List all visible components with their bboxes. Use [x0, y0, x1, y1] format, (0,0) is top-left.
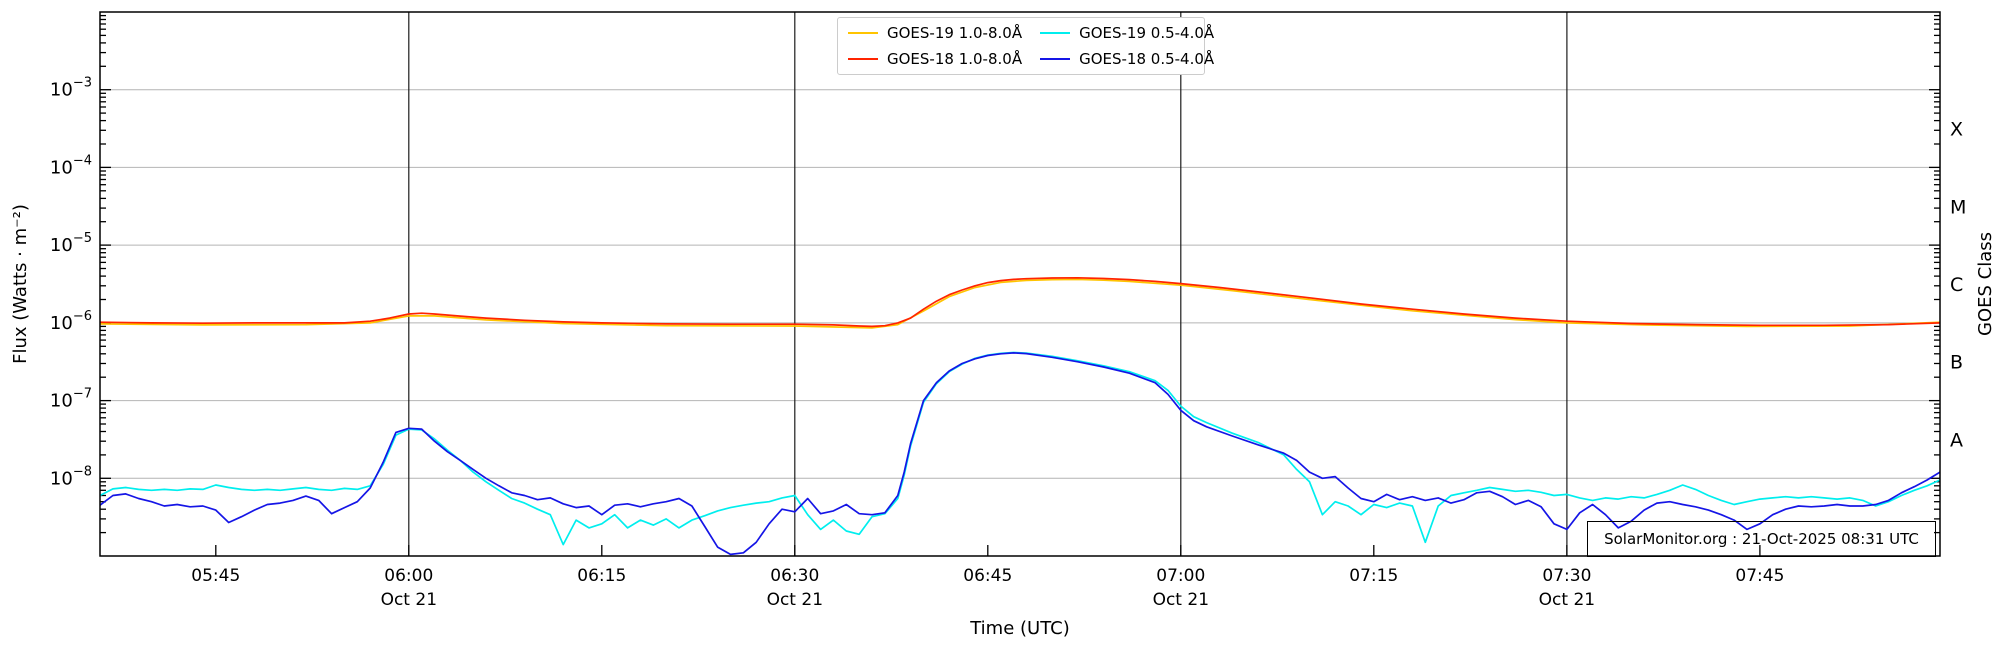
legend-label: GOES-18 1.0-8.0Å — [887, 50, 1023, 68]
svg-text:05:45: 05:45 — [191, 566, 240, 586]
legend-item: GOES-18 0.5-4.0Å — [1040, 50, 1214, 68]
y-axis-title: Flux (Watts · m⁻²) — [10, 204, 31, 364]
plot-frame — [99, 11, 1941, 557]
svg-text:07:15: 07:15 — [1349, 566, 1398, 586]
svg-text:07:30: 07:30 — [1542, 566, 1591, 586]
legend-label: GOES-18 0.5-4.0Å — [1079, 50, 1215, 68]
svg-text:Oct 21: Oct 21 — [381, 590, 437, 610]
svg-text:X: X — [1950, 119, 1963, 141]
legend-line-swatch — [1040, 32, 1071, 34]
goes-class-letters: X M C B A — [1950, 119, 1966, 452]
y-ticks — [100, 14, 1940, 534]
series-line-3 — [100, 352, 1940, 556]
legend-item: GOES-19 0.5-4.0Å — [1040, 24, 1214, 42]
svg-text:Oct 21: Oct 21 — [1539, 590, 1595, 610]
svg-text:C: C — [1950, 274, 1963, 296]
legend: GOES-19 1.0-8.0Å GOES-18 1.0-8.0Å GOES-1… — [837, 17, 1214, 75]
svg-text:10−6: 10−6 — [50, 309, 92, 334]
x-30min-lines — [408, 12, 1568, 556]
series-line-1 — [100, 276, 1940, 328]
legend-line-swatch — [848, 58, 878, 60]
svg-text:Oct 21: Oct 21 — [767, 590, 823, 610]
legend-line-swatch — [1040, 58, 1071, 60]
svg-text:10−8: 10−8 — [50, 464, 92, 489]
svg-text:10−7: 10−7 — [50, 387, 92, 412]
legend-item: GOES-18 1.0-8.0Å — [848, 50, 1022, 68]
svg-text:10−5: 10−5 — [50, 231, 92, 256]
svg-text:07:00: 07:00 — [1156, 566, 1205, 586]
svg-text:06:30: 06:30 — [770, 566, 819, 586]
legend-item: GOES-19 1.0-8.0Å — [848, 24, 1022, 42]
svg-text:06:15: 06:15 — [577, 566, 626, 586]
watermark-text: SolarMonitor.org : 21-Oct-2025 08:31 UTC — [1604, 530, 1919, 548]
legend-label: GOES-19 0.5-4.0Å — [1079, 24, 1215, 42]
y-tick-labels: 10−3 10−4 10−5 10−6 10−7 10−8 — [50, 76, 92, 490]
x-axis-title: Time (UTC) — [969, 618, 1070, 639]
svg-text:10−3: 10−3 — [50, 76, 92, 101]
legend-label: GOES-19 1.0-8.0Å — [887, 24, 1023, 42]
series-line-0 — [100, 278, 1940, 329]
x-ticks-and-labels: 05:45 06:00 Oct 21 06:15 06:30 Oct 21 06:45 07:… — [191, 545, 1784, 610]
y2-axis-title: GOES Class — [1975, 232, 1996, 336]
svg-text:06:45: 06:45 — [963, 566, 1012, 586]
svg-text:06:00: 06:00 — [384, 566, 433, 586]
svg-text:07:45: 07:45 — [1735, 566, 1784, 586]
svg-text:M: M — [1950, 196, 1966, 218]
svg-text:A: A — [1950, 429, 1963, 451]
svg-text:Oct 21: Oct 21 — [1153, 590, 1209, 610]
legend-line-swatch — [848, 32, 878, 34]
series-line-2 — [100, 351, 1940, 546]
svg-text:B: B — [1950, 352, 1963, 374]
watermark-box: SolarMonitor.org : 21-Oct-2025 08:31 UTC — [1587, 521, 1936, 557]
svg-text:10−4: 10−4 — [50, 153, 92, 178]
y-gridlines — [100, 89, 1940, 479]
